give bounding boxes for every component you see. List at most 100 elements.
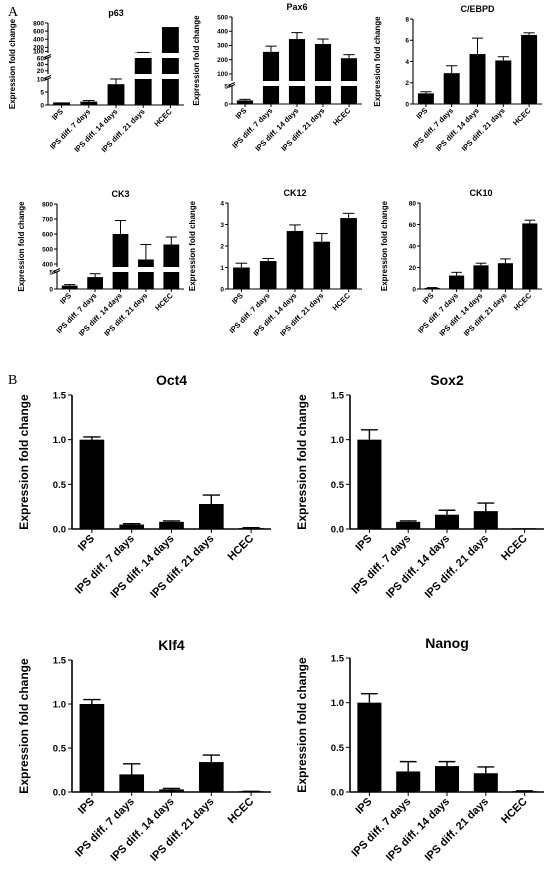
bar — [522, 223, 538, 289]
y-tick-label: 5 — [224, 83, 228, 90]
y-tick-label: 300 — [217, 43, 228, 50]
y-tick-label: 20 — [37, 68, 45, 75]
y-tick-label: 40 — [37, 62, 45, 69]
y-tick-label: 800 — [33, 20, 44, 27]
panel-label-b: B — [8, 373, 17, 388]
bar — [473, 265, 489, 289]
axis-break-mark — [52, 268, 61, 272]
x-tick-label: HCEC — [499, 533, 530, 564]
bar — [473, 773, 498, 792]
y-tick-label: 1.0 — [53, 700, 66, 711]
y-tick-label: 20 — [409, 265, 417, 272]
bar — [521, 34, 538, 104]
bar — [112, 234, 129, 289]
y-axis-label: Expression fold change — [17, 394, 31, 530]
bar — [262, 51, 280, 104]
chart-title: CK10 — [469, 188, 492, 198]
y-tick-label: 500 — [42, 246, 53, 253]
bar — [434, 514, 460, 529]
chart-title: Sox2 — [430, 372, 464, 388]
y-tick-label: 4 — [405, 59, 409, 66]
y-tick-label: 40 — [409, 243, 417, 250]
bar — [233, 267, 250, 289]
bar — [473, 511, 498, 529]
y-tick-label: 0.0 — [331, 525, 344, 536]
y-tick-label: 1.0 — [53, 435, 66, 446]
bar — [288, 39, 306, 104]
chart-pax6: Pax6 Expression fold change 0 5 100 200 300 400… — [192, 2, 362, 153]
bar — [236, 100, 254, 104]
bar — [495, 60, 512, 104]
x-tick-label: HCEC — [512, 291, 534, 313]
y-tick-label: 60 — [409, 222, 417, 229]
bar — [80, 101, 98, 105]
y-tick-label: 3 — [220, 222, 224, 229]
y-axis-label: Expression fold change — [17, 201, 26, 292]
x-tick-label: IPS — [353, 796, 374, 817]
y-tick-label: 700 — [42, 216, 53, 223]
y-tick-label: 600 — [33, 28, 44, 35]
bar — [138, 259, 154, 289]
chart-title: p63 — [108, 8, 124, 18]
bar — [79, 439, 105, 529]
bar-break-gap — [134, 53, 153, 58]
x-tick-label: IPS — [414, 106, 429, 121]
y-tick-label: 400 — [33, 37, 44, 44]
bar — [61, 285, 78, 289]
y-tick-label: 0 — [220, 286, 224, 293]
x-tick-label: HCEC — [226, 796, 257, 827]
axis-break-mark — [43, 75, 52, 79]
bar-break-gap — [314, 81, 332, 86]
bar — [396, 521, 421, 529]
chart-sox2: Sox2 Expression fold change 0.0 0.5 1.0 1.5 IP… — [295, 372, 544, 601]
chart-title: CK12 — [283, 188, 306, 198]
y-tick-label: 1.5 — [53, 656, 67, 667]
chart-title: Pax6 — [286, 2, 307, 12]
y-axis-label: Expression fold change — [192, 15, 201, 106]
bar — [313, 241, 331, 289]
y-tick-label: 400 — [217, 29, 228, 36]
y-axis-label: Expression fold change — [373, 16, 382, 107]
y-tick-label: 60 — [37, 55, 45, 62]
x-tick-label: IPS — [353, 533, 374, 554]
y-tick-label: 2 — [220, 243, 224, 250]
chart-nanog: Nanog Expression fold change 0.0 0.5 1.0 1.5 I… — [295, 635, 544, 864]
y-tick-label: 1.5 — [53, 391, 67, 402]
bar-break-gap — [161, 53, 180, 58]
bar — [396, 771, 421, 792]
bar — [314, 44, 332, 104]
y-tick-label: 5 — [49, 269, 53, 276]
y-axis-label: Expression fold change — [380, 200, 389, 291]
y-tick-label: 1.0 — [331, 698, 344, 709]
x-tick-label: HCEC — [499, 796, 530, 827]
y-tick-label: 0.5 — [331, 480, 345, 491]
y-tick-label: 500 — [217, 14, 228, 21]
x-tick-label: IPS — [58, 291, 73, 306]
y-axis-label: Expression fold change — [295, 657, 309, 793]
y-tick-label: 0.0 — [331, 788, 344, 799]
x-tick-label: IPS diff. 14 days — [437, 291, 484, 338]
x-tick-label: IPS — [76, 533, 97, 554]
bar — [198, 762, 224, 792]
bar-break-gap — [162, 267, 180, 272]
bar — [443, 73, 460, 104]
chart-p63: p63 Expression fold change 0 5 1020406010020… — [8, 8, 184, 154]
y-tick-label: 0 — [40, 102, 44, 109]
y-tick-label: 0.0 — [53, 788, 66, 799]
chart-title: Klf4 — [158, 637, 185, 653]
bar — [87, 277, 103, 289]
y-axis-label: Expression fold change — [188, 200, 197, 291]
bar — [119, 524, 145, 529]
bar — [286, 230, 304, 289]
bar — [259, 261, 277, 289]
bar — [434, 766, 460, 792]
y-tick-label: 5 — [40, 89, 44, 96]
y-tick-label: 1.0 — [331, 435, 344, 446]
x-tick-label: IPS — [233, 106, 248, 121]
y-tick-label: 200 — [217, 57, 228, 64]
bar-break-gap — [262, 81, 280, 86]
y-tick-label: 10 — [37, 76, 45, 83]
